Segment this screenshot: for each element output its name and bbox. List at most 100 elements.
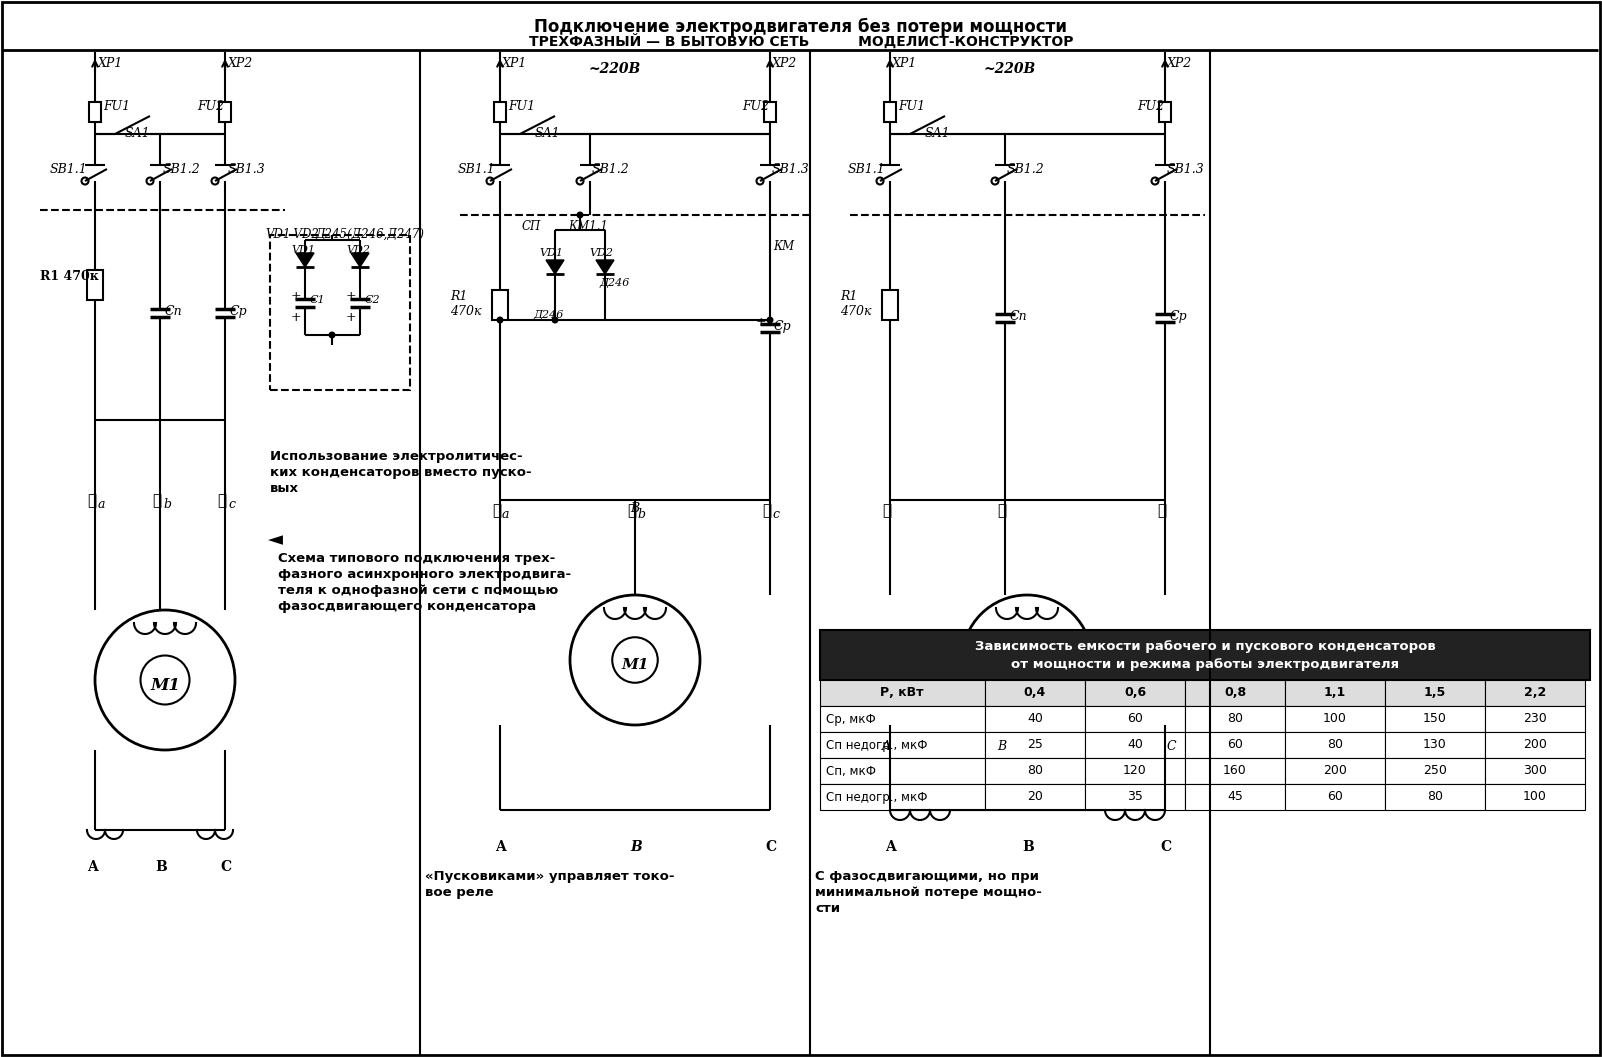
Text: ✱: ✱ [883,504,891,518]
Text: VD1-VD2: VD1-VD2 [264,228,319,241]
Bar [985,758,1085,784]
Text: C: C [219,860,231,874]
Text: c: c [227,498,235,511]
Bar [1285,758,1386,784]
Text: XP2: XP2 [227,57,253,70]
Bar [1386,784,1485,810]
Text: +: + [346,290,357,303]
Text: Cп: Cп [1009,310,1027,323]
Text: Сп, мкФ: Сп, мкФ [827,764,876,778]
Text: 2,2: 2,2 [1524,686,1546,700]
Text: фазосдвигающего конденсатора: фазосдвигающего конденсатора [279,600,537,613]
Text: SA1: SA1 [125,127,151,140]
Bar [271,235,410,390]
Circle shape [577,211,583,219]
Text: M1: M1 [151,676,179,693]
Text: Подключение электродвигателя без потери мощности: Подключение электродвигателя без потери … [535,18,1067,36]
Text: Д246: Д246 [533,310,564,320]
Text: ✱: ✱ [996,504,1006,518]
Circle shape [551,316,559,323]
Bar [1085,758,1185,784]
Text: 200: 200 [1524,739,1548,752]
Text: SB1.2: SB1.2 [593,163,630,177]
Text: 35: 35 [1128,791,1142,803]
Text: Сп недогр., мкФ: Сп недогр., мкФ [827,791,928,803]
Text: A: A [883,740,891,753]
Text: 80: 80 [1326,739,1342,752]
Text: VD2: VD2 [346,245,370,255]
Text: 80: 80 [1027,764,1043,778]
Circle shape [756,178,764,185]
Text: C: C [1160,840,1171,854]
Circle shape [487,178,493,185]
Text: 1,1: 1,1 [1323,686,1346,700]
Circle shape [1004,637,1049,683]
Circle shape [328,332,335,338]
Text: 0,6: 0,6 [1125,686,1145,700]
Circle shape [211,178,218,185]
Text: 25: 25 [1027,739,1043,752]
Bar [1285,733,1386,758]
Bar [1185,706,1285,733]
Text: 120: 120 [1123,764,1147,778]
Text: b: b [638,508,646,521]
Text: FU1: FU1 [899,100,924,113]
Text: B: B [630,840,642,854]
Bar [1485,706,1584,733]
Text: теля к однофазной сети с помощью: теля к однофазной сети с помощью [279,585,557,597]
Circle shape [961,595,1093,725]
Text: 230: 230 [1524,712,1548,725]
Bar [985,680,1085,706]
Bar [1185,733,1285,758]
Bar [1185,680,1285,706]
Text: SA1: SA1 [535,127,561,140]
Text: VD1: VD1 [538,248,562,258]
Text: Cр: Cр [231,305,248,318]
Bar [820,784,985,810]
Text: c: c [772,508,779,521]
Text: SB1.2: SB1.2 [1008,163,1045,177]
Text: Р, кВт: Р, кВт [879,686,924,700]
Circle shape [141,655,189,705]
Bar [1485,784,1584,810]
Text: ких конденсаторов вместо пуско-: ких конденсаторов вместо пуско- [271,466,532,479]
Text: B: B [155,860,167,874]
Circle shape [570,595,700,725]
Text: 1,5: 1,5 [1424,686,1447,700]
Bar [1485,733,1584,758]
Text: FU1: FU1 [103,100,130,113]
Circle shape [577,178,583,185]
Circle shape [82,178,88,185]
Text: Cп: Cп [165,305,183,318]
Text: SB1.3: SB1.3 [772,163,809,177]
Text: 470к: 470к [450,305,482,318]
Text: A: A [87,860,98,874]
Text: M1: M1 [622,659,649,672]
Text: ◄: ◄ [268,530,284,549]
Bar [883,290,899,320]
Text: 60: 60 [1128,712,1142,725]
Bar [1085,680,1185,706]
Circle shape [95,610,235,750]
Text: 470к: 470к [839,305,871,318]
Bar [1285,680,1386,706]
Text: «Пусковиками» управляет токо-: «Пусковиками» управляет токо- [425,870,674,883]
Text: FU2: FU2 [1137,100,1165,113]
Text: 60: 60 [1227,739,1243,752]
Bar [1386,680,1485,706]
Text: R1 470к: R1 470к [40,270,99,283]
Bar [1285,784,1386,810]
Text: ✱: ✱ [1157,504,1166,518]
Text: SB1.1: SB1.1 [50,163,88,177]
Text: FU2: FU2 [197,100,224,113]
Text: b: b [163,498,171,511]
Text: ✱: ✱ [626,504,636,518]
Text: 80: 80 [1227,712,1243,725]
Circle shape [1152,178,1158,185]
Circle shape [992,178,998,185]
Text: XP2: XP2 [772,57,798,70]
Text: фазного асинхронного электродвига-: фазного асинхронного электродвига- [279,568,572,581]
Text: Д246: Д246 [599,278,630,288]
Text: B: B [630,502,639,515]
Text: a: a [98,498,106,511]
